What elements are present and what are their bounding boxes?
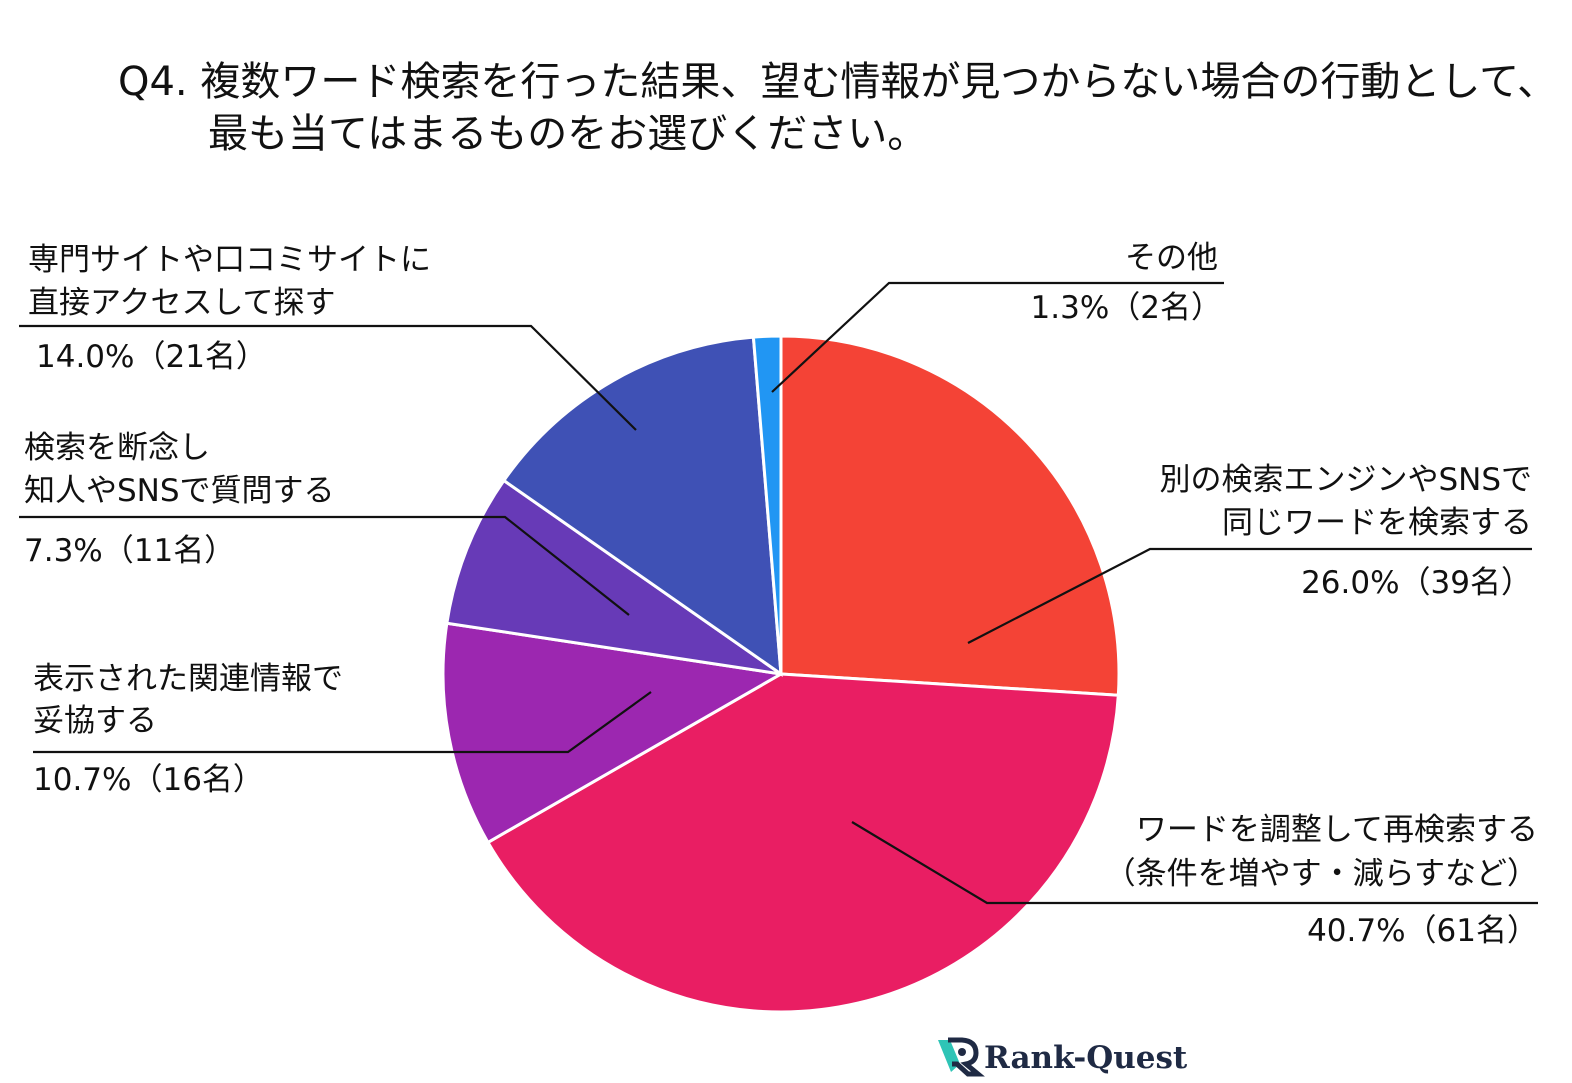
slice-label-adjust-words-2: （条件を増やす・減らすなど） xyxy=(1105,856,1538,892)
slice-label-compromise-1: 表示された関連情報で xyxy=(33,661,343,697)
slice-label-give-up-2: 知人やSNSで質問する xyxy=(24,473,335,509)
slice-value-adjust-words: 40.7%（61名） xyxy=(1307,913,1538,949)
leader-line-other xyxy=(771,281,1224,393)
leader-line-direct-access xyxy=(19,324,637,431)
brand-logo: Rank-Quest xyxy=(938,1037,1188,1077)
chart-title-line-1: Q4. 複数ワード検索を行った結果、望む情報が見つからない場合の行動として、 xyxy=(118,59,1557,105)
slice-value-compromise: 10.7%（16名） xyxy=(33,762,264,798)
slice-value-other: 1.3%（2名） xyxy=(1031,290,1222,326)
slice-value-give-up: 7.3%（11名） xyxy=(24,533,235,569)
pie-slice-search-other-engine xyxy=(779,334,1121,697)
pie-slice-compromise xyxy=(441,621,786,845)
slice-label-search-other-engine-1: 別の検索エンジンやSNSで xyxy=(1159,462,1532,498)
pie-slice-give-up xyxy=(445,478,782,676)
slice-value-search-other-engine: 26.0%（39名） xyxy=(1301,565,1532,601)
pie-slice-direct-access xyxy=(501,335,783,678)
leader-lines xyxy=(19,281,1538,905)
slice-label-adjust-words-1: ワードを調整して再検索する xyxy=(1136,812,1538,848)
slice-value-direct-access: 14.0%（21名） xyxy=(36,339,267,375)
chart-title-line-2: 最も当てはまるものをお選びください。 xyxy=(208,111,927,157)
slice-label-other: その他 xyxy=(1125,240,1218,276)
slice-label-search-other-engine-2: 同じワードを検索する xyxy=(1222,505,1532,541)
leader-line-give-up xyxy=(19,515,630,616)
rank-quest-logo-icon xyxy=(938,1037,985,1077)
pie-slices xyxy=(441,334,1121,1014)
slice-label-direct-access-1: 専門サイトや口コミサイトに xyxy=(28,242,431,278)
leader-line-compromise xyxy=(33,691,652,754)
leader-line-search-other-engine xyxy=(967,547,1532,644)
brand-name: Rank-Quest xyxy=(984,1040,1188,1076)
slice-label-give-up-1: 検索を断念し xyxy=(24,430,210,466)
pie-slice-other xyxy=(751,334,783,675)
leader-line-adjust-words xyxy=(851,821,1538,905)
slice-label-compromise-2: 妥協する xyxy=(33,703,157,739)
pie-slice-adjust-words xyxy=(485,672,1120,1014)
slice-label-direct-access-2: 直接アクセスして探す xyxy=(28,285,336,321)
